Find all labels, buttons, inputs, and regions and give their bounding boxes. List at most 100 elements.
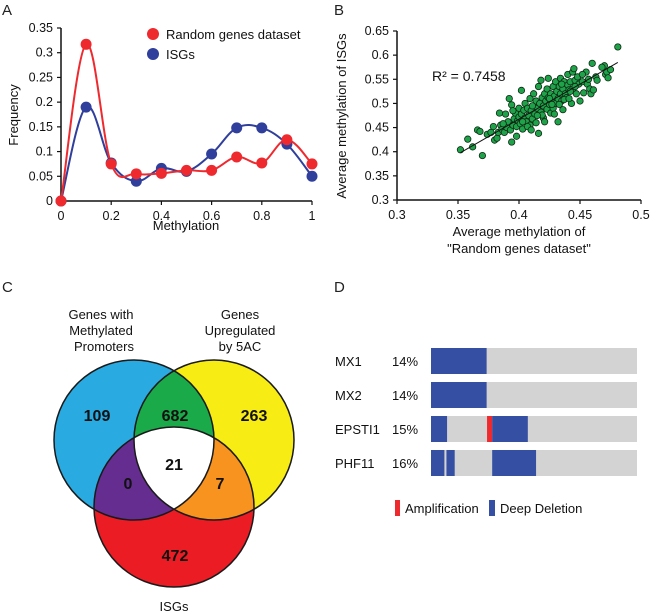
panel-a-x-tick-label: 0.4 (153, 209, 170, 223)
panel-b-point (512, 132, 521, 140)
panel-a-y-tick-label: 0.2 (36, 95, 53, 109)
venn-outline-methylated (53, 359, 215, 521)
legend-marker-random-genes (147, 28, 159, 40)
panel-b-point (456, 146, 465, 154)
panel-a-x-tick-label: 0.2 (103, 209, 120, 223)
oncoprint-deep-deletion-block (446, 450, 455, 476)
venn-label-methylated-line1: Genes with (68, 307, 133, 322)
panel-a-line-random-genes (60, 43, 313, 202)
venn-outline-isgs (93, 426, 255, 588)
panel-a-x-ticks: 0 0.2 0.4 0.6 0.8 1 (58, 201, 316, 223)
panel-a-y-tick-label: 0.25 (29, 70, 53, 84)
oncoprint-percent-label: 14% (392, 354, 418, 369)
panel-b-point (534, 82, 543, 91)
panel-b-y-axis-title: Average methylation of ISGs (334, 33, 349, 199)
legend-label-amplification: Amplification (405, 501, 479, 516)
oncoprint-row-mx2: MX2 14% (335, 382, 637, 408)
panel-b-r-squared: R² = 0.7458 (432, 68, 506, 84)
panel-b-x-axis-title-line2: "Random genes dataset" (447, 241, 591, 256)
panel-a-point-random-genes (155, 167, 167, 179)
venn-label-upregulated-line2: Upregulated (205, 323, 276, 338)
panel-b-point (550, 110, 558, 118)
panel-b-y-tick-label: 0.5 (372, 96, 389, 110)
panel-b-x-axis-title-line1: Average methylation of (453, 224, 586, 239)
panel-b-point (578, 70, 587, 79)
panel-b-point (588, 59, 596, 67)
panel-b-y-tick-label: 0.65 (365, 24, 389, 38)
panel-b-points (456, 43, 622, 160)
panel-b-point (576, 97, 584, 105)
panel-b-y-tick-label: 0.6 (372, 48, 389, 62)
panel-b-y-tick-label: 0.45 (365, 121, 389, 135)
oncoprint-gene-label: MX1 (335, 354, 362, 369)
panel-b-x-tick-label: 0.5 (632, 208, 649, 222)
panel-b-x-ticks: 0.3 0.35 0.4 0.45 0.5 (388, 200, 650, 222)
panel-a-y-axis-title: Frequency (6, 84, 21, 146)
panel-a-x-axis-title: Methylation (153, 218, 219, 233)
oncoprint-gene-label: EPSTI1 (335, 422, 380, 437)
panel-a-y-tick-label: 0.35 (29, 21, 53, 35)
venn-label-methylated-line3: Promoters (74, 339, 134, 354)
venn-region-all-three (134, 427, 214, 520)
panel-a-point-random-genes (105, 158, 117, 170)
panel-b-point (558, 80, 566, 88)
panel-b-y-tick-label: 0.3 (372, 193, 389, 207)
panel-b-point (565, 95, 573, 103)
legend-swatch-deep-deletion (489, 500, 495, 516)
panel-a-line-isgs (60, 105, 313, 202)
panel-b-point (604, 74, 612, 82)
venn-outline-upregulated (133, 359, 295, 521)
oncoprint-percent-label: 14% (392, 388, 418, 403)
panel-b-point (544, 74, 552, 82)
panel-b-point (589, 86, 598, 94)
panel-a-point-random-genes (281, 134, 293, 146)
panel-b-x-tick-label: 0.35 (446, 208, 470, 222)
oncoprint-track-background (431, 416, 637, 442)
panel-b-point (530, 90, 538, 98)
venn-count-methylated-isgs: 0 (124, 476, 133, 493)
panel-a-point-random-genes (55, 195, 67, 207)
oncoprint-deep-deletion-block (431, 450, 445, 476)
oncoprint-deep-deletion-block (431, 382, 487, 408)
panel-b-point (526, 95, 534, 103)
panel-b-point (519, 118, 527, 126)
oncoprint-amplification-block (487, 416, 493, 442)
panel-b-scatter-plot: 0.30.350.40.450.50.550.60.65 0.3 0.35 0.4 0… (334, 24, 650, 256)
panel-a-x-tick-label: 1 (309, 209, 316, 223)
panel-a-axes (60, 28, 312, 202)
panel-b-point (555, 100, 563, 108)
panel-a-y-tick-label: 0.1 (36, 145, 53, 159)
panel-b-point (509, 107, 517, 115)
venn-label-upregulated-line1: Genes (221, 307, 260, 322)
panel-letter-a: A (2, 2, 12, 19)
oncoprint-deep-deletion-block (492, 450, 537, 476)
venn-label-isgs: ISGs (160, 599, 189, 614)
panel-a-y-tick-label: 0.15 (29, 120, 53, 134)
oncoprint-row-mx1: MX1 14% (335, 348, 637, 374)
venn-count-methylated-only: 109 (84, 408, 111, 425)
panel-b-point (533, 111, 541, 120)
panel-a-point-random-genes (306, 158, 318, 170)
panel-b-point (541, 118, 549, 126)
panel-a-point-isgs (256, 122, 268, 134)
panel-b-point (464, 135, 472, 143)
panel-b-y-tick-label: 0.35 (365, 169, 389, 183)
panel-b-point (570, 65, 578, 73)
legend-label-random-genes: Random genes dataset (166, 27, 301, 42)
panel-a-legend: Random genes dataset ISGs (147, 27, 301, 62)
panel-a-point-isgs (80, 101, 92, 113)
oncoprint-gene-label: PHF11 (335, 456, 375, 471)
panel-b-point (580, 89, 588, 97)
venn-count-all-three: 21 (165, 457, 183, 474)
panel-b-point (508, 101, 516, 109)
panel-b-y-tick-label: 0.55 (365, 72, 389, 86)
oncoprint-gene-label: MX2 (335, 388, 362, 403)
panel-b-point (527, 126, 535, 134)
panel-b-point (534, 129, 543, 137)
panel-a-point-isgs (206, 148, 218, 160)
oncoprint-percent-label: 15% (392, 422, 418, 437)
oncoprint-deep-deletion-block (431, 348, 487, 374)
panel-letter-b: B (334, 2, 344, 19)
panel-b-y-ticks: 0.3 0.35 0.4 0.45 0.5 0.55 0.6 0.65 (365, 24, 397, 207)
